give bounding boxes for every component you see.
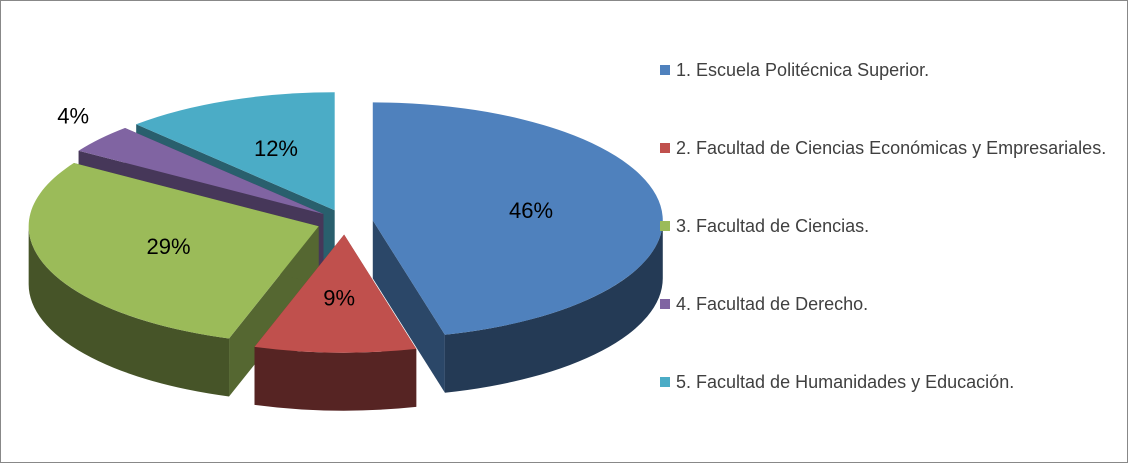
legend-swatch (660, 299, 670, 309)
data-label: 12% (254, 136, 298, 161)
slice (254, 234, 417, 411)
slice-side (254, 346, 417, 411)
data-label: 29% (147, 234, 191, 259)
slice (28, 163, 319, 397)
data-label: 9% (323, 285, 355, 310)
legend-item: 2. Facultad de Ciencias Económicas y Emp… (660, 136, 1120, 214)
data-label: 4% (57, 104, 89, 129)
slice-side (444, 220, 663, 393)
legend: 1. Escuela Politécnica Superior. 2. Facul… (660, 58, 1120, 448)
legend-swatch (660, 65, 670, 75)
legend-item: 5. Facultad de Humanidades y Educación. (660, 370, 1120, 448)
legend-swatch (660, 221, 670, 231)
legend-swatch (660, 143, 670, 153)
legend-item: 1. Escuela Politécnica Superior. (660, 58, 1120, 136)
data-label: 46% (509, 198, 553, 223)
legend-item: 4. Facultad de Derecho. (660, 292, 1120, 370)
slice-top (254, 234, 417, 353)
slice-top (28, 163, 319, 339)
legend-label: 2. Facultad de Ciencias Económicas y Emp… (676, 138, 1107, 158)
slice (372, 102, 663, 393)
legend-swatch (660, 377, 670, 387)
legend-label: 1. Escuela Politécnica Superior. (676, 60, 930, 80)
legend-label: 4. Facultad de Derecho. (676, 294, 869, 314)
legend-item: 3. Facultad de Ciencias. (660, 214, 1120, 292)
slice-top (136, 92, 335, 211)
slice-top (78, 127, 324, 214)
slice-side (28, 226, 230, 397)
legend-label: 3. Facultad de Ciencias. (676, 216, 870, 236)
slice-wall (372, 220, 445, 393)
slice-top (372, 102, 663, 335)
legend-label: 5. Facultad de Humanidades y Educación. (676, 372, 1015, 392)
